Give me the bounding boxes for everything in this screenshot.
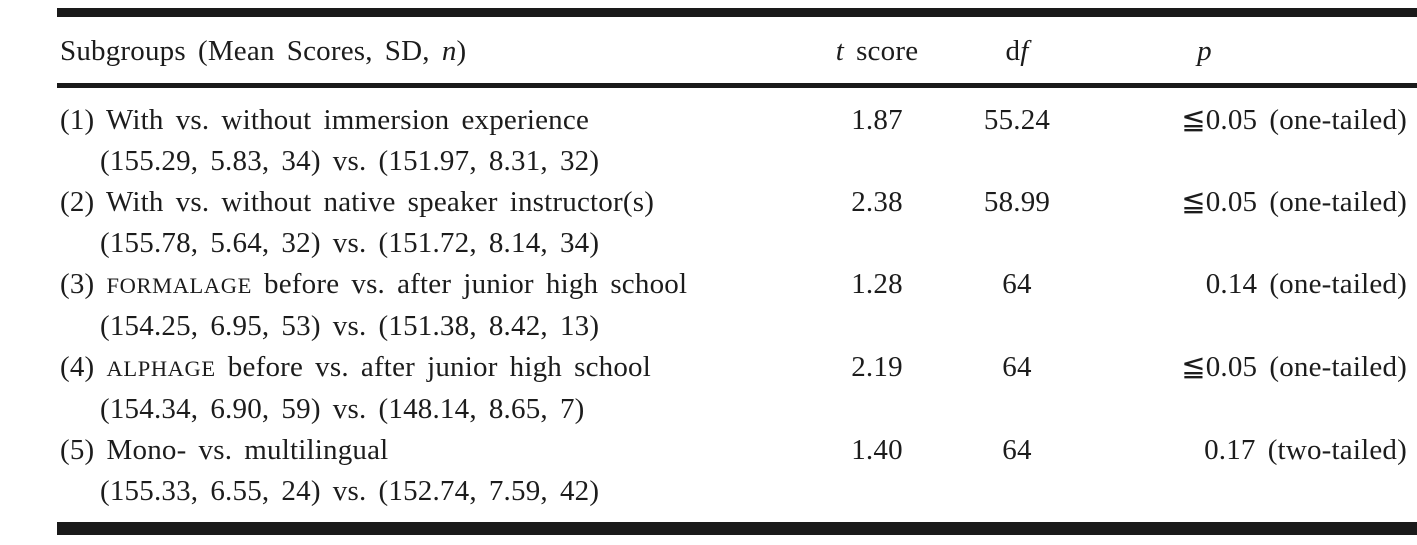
subgroup-cell: (5) Mono- vs. multilingual (155.33, 6.55,… [57,430,802,512]
label-text: (4) [60,351,107,383]
header-df: df [952,33,1082,69]
header-n-italic: n [441,35,457,67]
table-row-1: (1) With vs. without immersion experienc… [57,100,1417,182]
smallcaps-term: ALPHAGE [106,356,216,381]
subgroup-label: (2) With vs. without native speaker inst… [60,182,802,223]
mean-scores-detail: (155.78, 5.64, 32) vs. (151.72, 8.14, 34… [100,227,600,259]
table-row-2: (2) With vs. without native speaker inst… [57,182,1417,264]
header-t-score: t score [802,33,952,69]
header-subgroups-text: Subgroups (Mean Scores, SD, [60,35,442,67]
p-value-cell: ≦0.05 (one-tailed) [1181,104,1407,136]
subgroup-label: (5) Mono- vs. multilingual [60,430,802,471]
label-text: (3) [60,268,107,300]
df-cell: 64 [1002,434,1032,466]
t-score-cell: 1.87 [851,104,903,136]
header-subgroups: Subgroups (Mean Scores, SD, n) [57,33,802,69]
df-cell: 64 [1002,268,1032,300]
header-t-score-text: score [843,35,919,67]
smallcaps-term: FORMALAGE [106,273,252,298]
statistics-table: Subgroups (Mean Scores, SD, n) t score d… [57,8,1417,535]
label-text: (1) With vs. without immersion experienc… [60,104,590,136]
table-bottom-rule [57,522,1417,535]
t-score-cell: 2.38 [851,186,903,218]
subgroup-label: (3) FORMALAGE before vs. after junior hi… [60,264,802,306]
p-value-cell: ≦0.05 (one-tailed) [1181,186,1407,218]
t-score-cell: 2.19 [851,351,903,383]
header-df-d: d [1005,35,1021,67]
header-df-f-italic: f [1020,35,1029,67]
header-p-italic: p [1197,35,1212,67]
df-cell: 58.99 [983,186,1051,218]
p-value-cell: ≦0.05 (one-tailed) [1181,351,1407,383]
header-t-italic: t [835,35,844,67]
subgroup-cell: (2) With vs. without native speaker inst… [57,182,802,264]
mean-scores-detail: (155.33, 6.55, 24) vs. (152.74, 7.59, 42… [100,475,600,507]
subgroup-cell: (3) FORMALAGE before vs. after junior hi… [57,264,802,347]
subgroup-label: (4) ALPHAGE before vs. after junior high… [60,347,802,389]
t-score-cell: 1.40 [851,434,903,466]
df-cell: 64 [1002,351,1032,383]
p-value-cell: 0.14 (one-tailed) [1205,268,1407,300]
mean-scores-detail: (155.29, 5.83, 34) vs. (151.97, 8.31, 32… [100,145,600,177]
table-body: (1) With vs. without immersion experienc… [57,88,1417,522]
mean-scores-detail: (154.25, 6.95, 53) vs. (151.38, 8.42, 13… [100,310,600,342]
df-cell: 55.24 [983,104,1051,136]
subgroup-cell: (4) ALPHAGE before vs. after junior high… [57,347,802,430]
label-text: before vs. after junior high school [215,351,652,383]
header-subgroups-close: ) [456,35,467,67]
table-header-rule [57,83,1417,88]
table-header-row: Subgroups (Mean Scores, SD, n) t score d… [57,17,1417,83]
label-text: (5) Mono- vs. multilingual [60,434,389,466]
label-text: (2) With vs. without native speaker inst… [60,186,655,218]
mean-scores-detail: (154.34, 6.90, 59) vs. (148.14, 8.65, 7) [100,393,585,425]
table-row-5: (5) Mono- vs. multilingual (155.33, 6.55,… [57,430,1417,512]
subgroup-cell: (1) With vs. without immersion experienc… [57,100,802,182]
p-value-cell: 0.17 (two-tailed) [1204,434,1407,466]
header-p: p [1082,33,1417,69]
t-score-cell: 1.28 [851,268,903,300]
table-row-4: (4) ALPHAGE before vs. after junior high… [57,347,1417,430]
table-row-3: (3) FORMALAGE before vs. after junior hi… [57,264,1417,347]
table-top-rule [57,8,1417,17]
label-text: before vs. after junior high school [251,268,688,300]
subgroup-label: (1) With vs. without immersion experienc… [60,100,802,141]
